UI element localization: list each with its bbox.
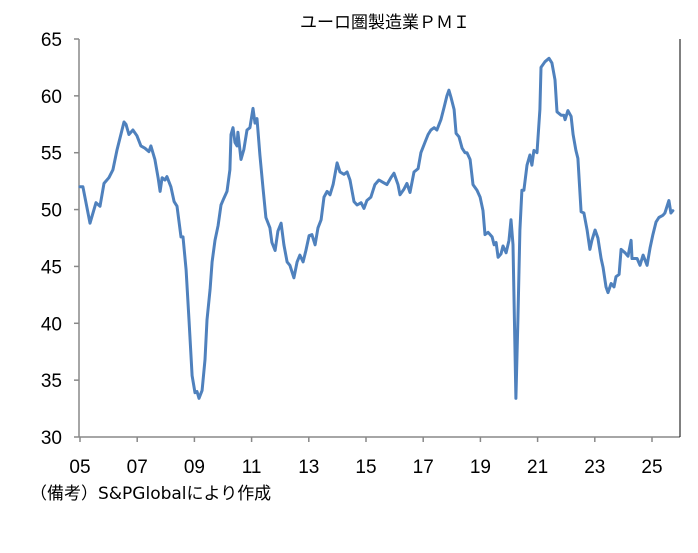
x-tick-label: 19: [470, 457, 491, 478]
chart-title: ユーロ圏製造業ＰＭＩ: [300, 13, 470, 33]
x-tick-label: 23: [584, 457, 605, 478]
x-tick-label: 25: [641, 457, 662, 478]
footnote: （備考）S&PGlobalにより作成: [30, 484, 271, 504]
y-tick-label: 40: [41, 314, 62, 335]
y-tick-label: 50: [41, 201, 62, 222]
y-tick-label: 35: [41, 371, 62, 392]
y-axis-ticks: 30 35 40 45 50 55 60 65: [41, 30, 79, 449]
x-tick-label: 13: [298, 457, 319, 478]
x-tick-label: 17: [413, 457, 434, 478]
x-tick-label: 11: [242, 457, 262, 478]
x-axis-ticks: 05 07 09 11 13 15 17 19 21 23 25: [69, 437, 663, 478]
axes: [78, 39, 681, 438]
x-tick-label: 09: [184, 457, 205, 478]
x-tick-label: 21: [527, 457, 548, 478]
pmi-series-line: [78, 56, 675, 400]
y-tick-label: 65: [41, 30, 62, 51]
y-tick-label: 30: [41, 428, 62, 449]
series-group: [78, 56, 675, 400]
y-tick-label: 45: [41, 257, 62, 278]
x-tick-label: 07: [127, 457, 148, 478]
y-tick-label: 60: [41, 87, 62, 108]
y-tick-label: 55: [41, 144, 62, 165]
x-tick-label: 15: [355, 457, 376, 478]
x-tick-label: 05: [69, 457, 90, 478]
